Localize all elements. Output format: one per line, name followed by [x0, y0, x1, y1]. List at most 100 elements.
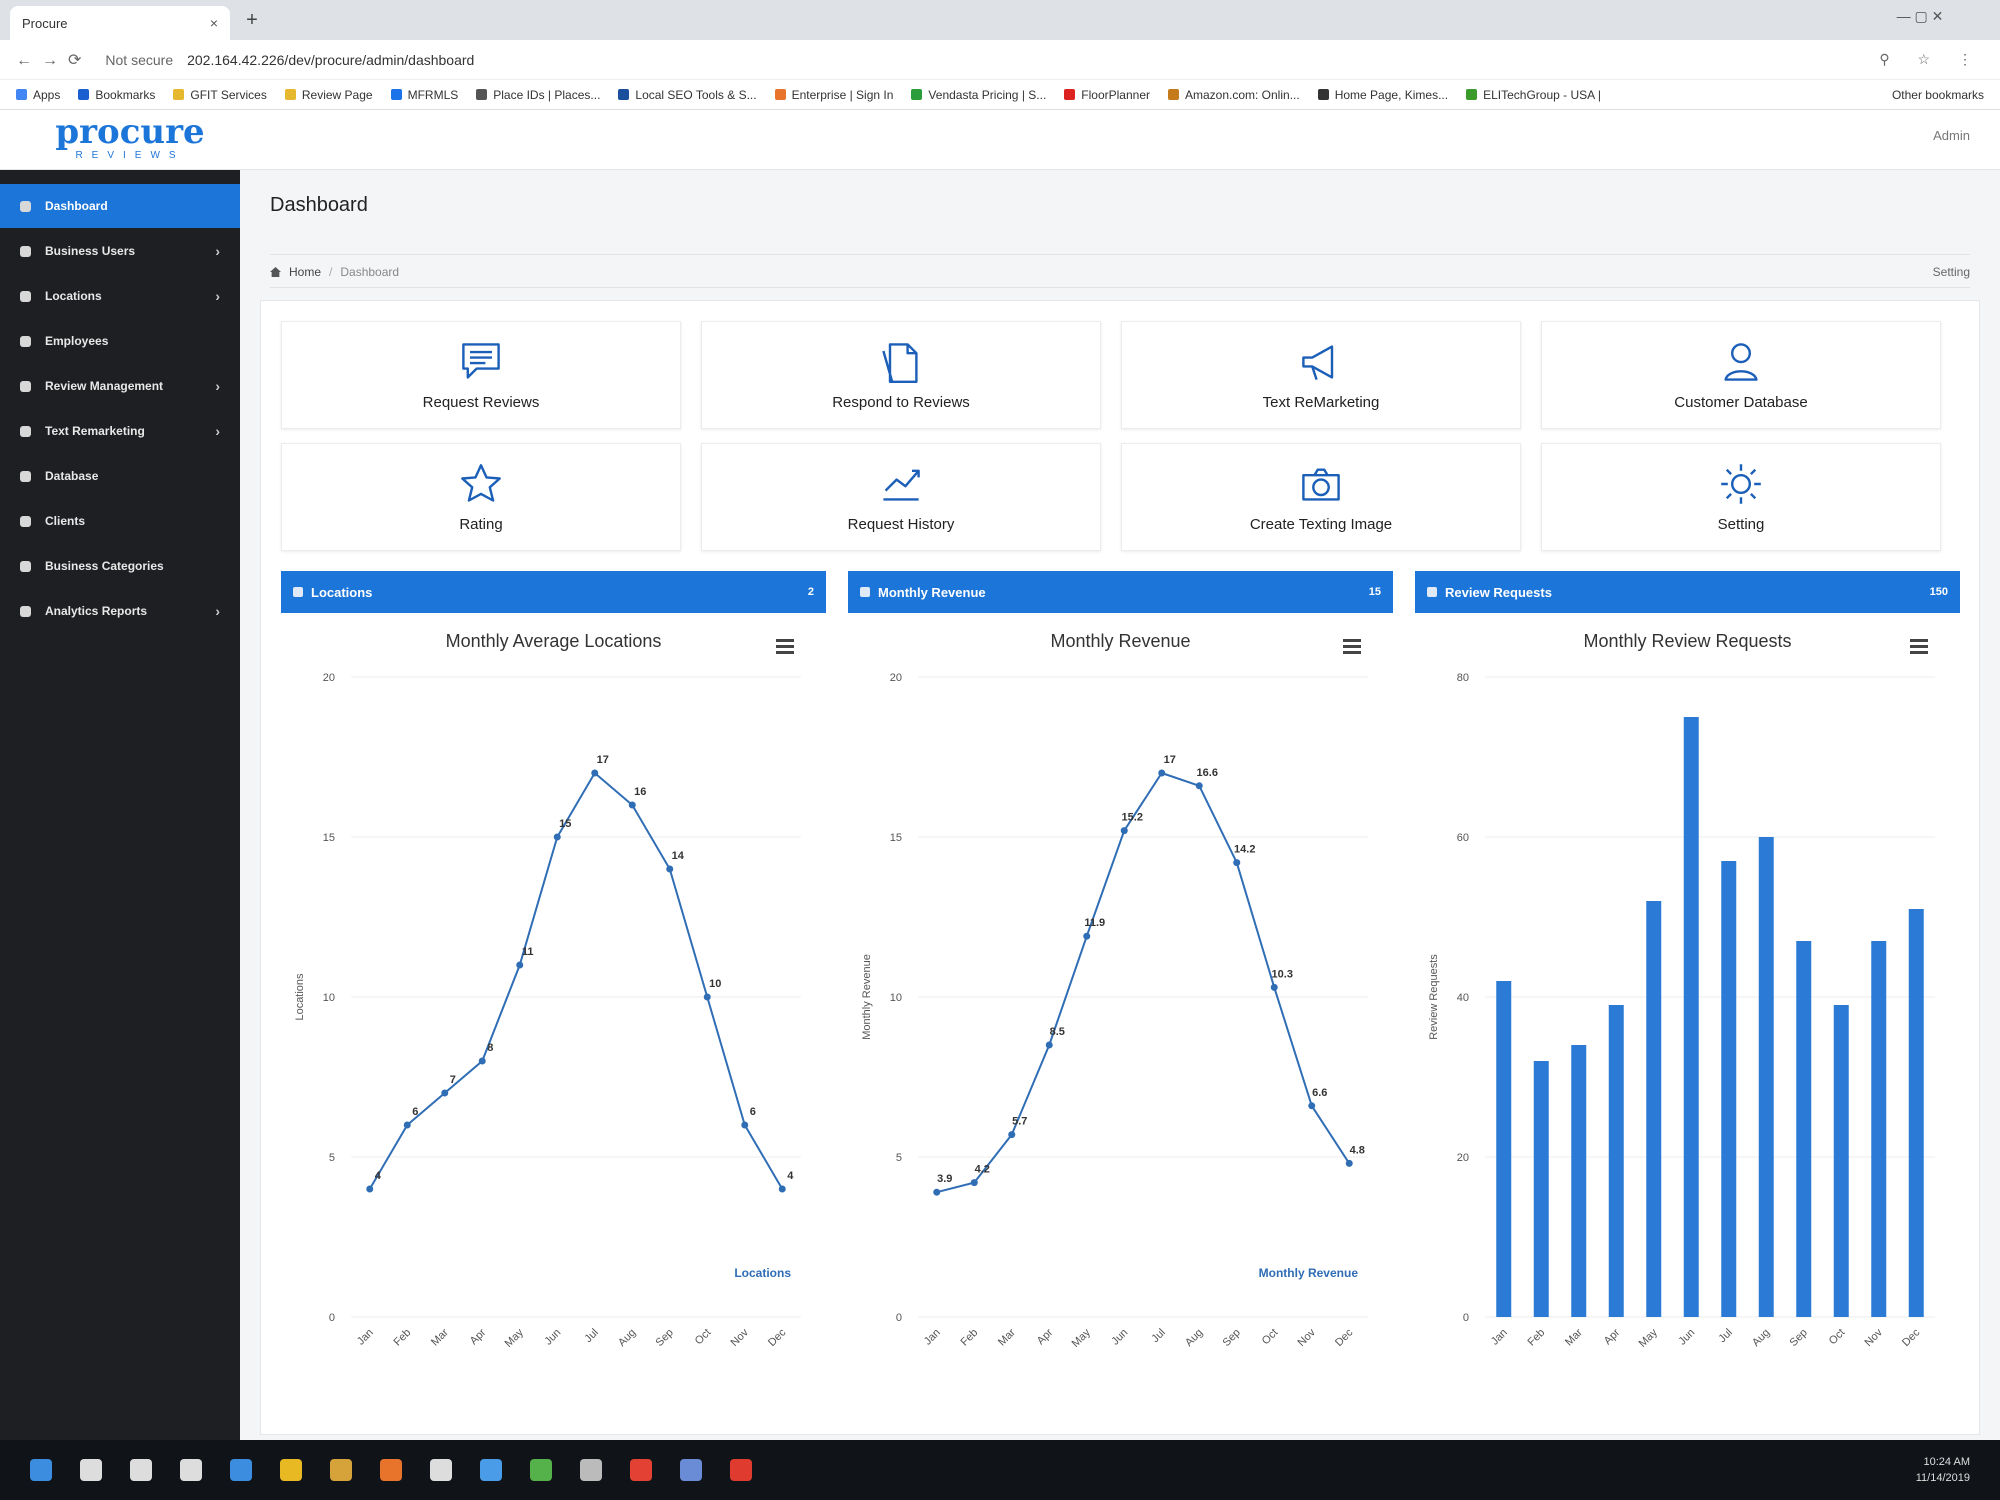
- sidebar-item[interactable]: Clients: [0, 499, 240, 543]
- bookmark[interactable]: ELITechGroup - USA |: [1466, 88, 1601, 102]
- bookmark[interactable]: Bookmarks: [78, 88, 155, 102]
- taskbar-app[interactable]: [330, 1459, 352, 1481]
- sidebar-label: Locations: [45, 289, 102, 303]
- other-bookmarks[interactable]: Other bookmarks: [1891, 87, 1984, 102]
- dashboard-tile[interactable]: Setting: [1541, 443, 1941, 551]
- x-tick-label: Sep: [1221, 1327, 1243, 1349]
- bookmark[interactable]: Local SEO Tools & S...: [618, 88, 757, 102]
- taskbar-app[interactable]: [30, 1459, 52, 1481]
- chart-menu-icon[interactable]: [1910, 639, 1928, 642]
- line-point: [441, 1089, 449, 1097]
- breadcrumb-item[interactable]: Home: [289, 265, 322, 279]
- y-tick-label: 40: [1457, 992, 1469, 1004]
- taskbar-app[interactable]: [730, 1459, 752, 1481]
- x-tick-label: Aug: [616, 1327, 638, 1349]
- bookmark[interactable]: Place IDs | Places...: [476, 88, 600, 102]
- dashboard-tile[interactable]: Create Texting Image: [1121, 443, 1521, 551]
- bookmark[interactable]: Amazon.com: Onlin...: [1167, 88, 1300, 102]
- bookmark-label: Bookmarks: [95, 87, 156, 102]
- bookmark[interactable]: Review Page: [284, 88, 373, 102]
- taskbar-app[interactable]: [530, 1459, 552, 1481]
- line-point: [591, 769, 599, 777]
- sidebar-item[interactable]: Locations ›: [0, 274, 240, 318]
- tile-icon-shape: [1302, 467, 1340, 501]
- logo[interactable]: procure REVIEWS: [20, 114, 240, 166]
- line-series: [368, 771, 784, 1190]
- taskbar-app[interactable]: [480, 1459, 502, 1481]
- x-tick-label: Jun: [1676, 1327, 1697, 1348]
- dashboard-tile[interactable]: Text ReMarketing: [1121, 321, 1521, 429]
- chart-menu-icon[interactable]: [1343, 651, 1361, 654]
- taskbar-app[interactable]: [130, 1459, 152, 1481]
- bookmark[interactable]: Vendasta Pricing | S...: [911, 88, 1046, 102]
- taskbar-app[interactable]: [230, 1459, 252, 1481]
- dashboard-tile[interactable]: Request History: [701, 443, 1101, 551]
- chart-menu-icon[interactable]: [1910, 651, 1928, 654]
- user-menu[interactable]: Admin: [1933, 128, 1970, 143]
- taskbar-app[interactable]: [280, 1459, 302, 1481]
- page-title: Dashboard: [270, 194, 368, 216]
- line-point: [1308, 1102, 1316, 1110]
- taskbar-app[interactable]: [180, 1459, 202, 1481]
- sidebar-item[interactable]: Database: [0, 454, 240, 498]
- bookmark[interactable]: Home Page, Kimes...: [1317, 88, 1448, 102]
- data-label: 11: [522, 946, 534, 958]
- y-tick-label: 5: [329, 1152, 335, 1164]
- chart-menu-icon[interactable]: [776, 639, 794, 642]
- bookmark[interactable]: Enterprise | Sign In: [774, 88, 893, 102]
- dashboard-tile[interactable]: Rating: [281, 443, 681, 551]
- panel-count: 15: [1368, 586, 1381, 598]
- chart-menu-icon[interactable]: [1343, 639, 1361, 642]
- taskbar-app[interactable]: [430, 1459, 452, 1481]
- tab-close[interactable]: ×: [209, 15, 218, 31]
- bookmark[interactable]: Apps: [16, 88, 60, 102]
- bar: [1571, 1045, 1587, 1317]
- sidebar-item[interactable]: Business Categories: [0, 544, 240, 588]
- bookmark-label: Place IDs | Places...: [493, 87, 601, 102]
- clock-date: 11/14/2019: [1915, 1472, 1970, 1484]
- sidebar-item[interactable]: Business Users ›: [0, 229, 240, 273]
- sidebar-item[interactable]: Analytics Reports ›: [0, 589, 240, 633]
- tile-label: Respond to Reviews: [832, 393, 970, 411]
- new-tab[interactable]: +: [246, 9, 258, 31]
- taskbar-app[interactable]: [680, 1459, 702, 1481]
- nav-buttons[interactable]: ←→⟳: [16, 51, 92, 69]
- dashboard-tile[interactable]: Request Reviews: [281, 321, 681, 429]
- bookmark[interactable]: FloorPlanner: [1064, 88, 1150, 102]
- y-tick-label: 0: [896, 1312, 902, 1324]
- taskbar-app[interactable]: [380, 1459, 402, 1481]
- url[interactable]: 202.164.42.226/dev/procure/admin/dashboa…: [187, 51, 475, 68]
- bar: [1721, 861, 1737, 1317]
- sidebar-item[interactable]: Employees: [0, 319, 240, 363]
- dashboard-tile[interactable]: Respond to Reviews: [701, 321, 1101, 429]
- bookmark[interactable]: GFIT Services: [173, 88, 267, 102]
- tile-icon: [462, 342, 500, 379]
- bar: [1683, 717, 1699, 1317]
- x-tick-label: Apr: [468, 1326, 489, 1347]
- line-point: [1195, 782, 1203, 790]
- sidebar-label: Review Management: [45, 379, 164, 393]
- browser-tab[interactable]: Procure ×: [10, 6, 230, 40]
- panel-icon: [860, 587, 870, 597]
- sidebar-item[interactable]: Text Remarketing ›: [0, 409, 240, 453]
- taskbar-app[interactable]: [80, 1459, 102, 1481]
- breadcrumb-setting[interactable]: Setting: [1932, 265, 1970, 279]
- sidebar: Dashboard Business Users › Locations › Employ…: [0, 170, 240, 1440]
- bookmark-icon: [1466, 89, 1478, 100]
- bookmark-icon: [284, 89, 296, 100]
- bookmark[interactable]: MFRMLS: [390, 88, 458, 102]
- x-tick-label: Jul: [1716, 1327, 1734, 1345]
- chart-menu-icon[interactable]: [776, 645, 794, 648]
- sidebar-item[interactable]: Review Management ›: [0, 364, 240, 408]
- x-tick-label: Nov: [1296, 1326, 1319, 1349]
- chart-menu-icon[interactable]: [1910, 645, 1928, 648]
- y-tick-label: 0: [1463, 1312, 1469, 1324]
- chart-menu-icon[interactable]: [1343, 645, 1361, 648]
- chart-menu-icon[interactable]: [776, 651, 794, 654]
- bar: [1758, 837, 1774, 1317]
- dashboard-tile[interactable]: Customer Database: [1541, 321, 1941, 429]
- sidebar-item[interactable]: Dashboard: [0, 184, 240, 228]
- taskbar-app[interactable]: [580, 1459, 602, 1481]
- taskbar-app[interactable]: [630, 1459, 652, 1481]
- y-tick-label: 20: [890, 672, 902, 684]
